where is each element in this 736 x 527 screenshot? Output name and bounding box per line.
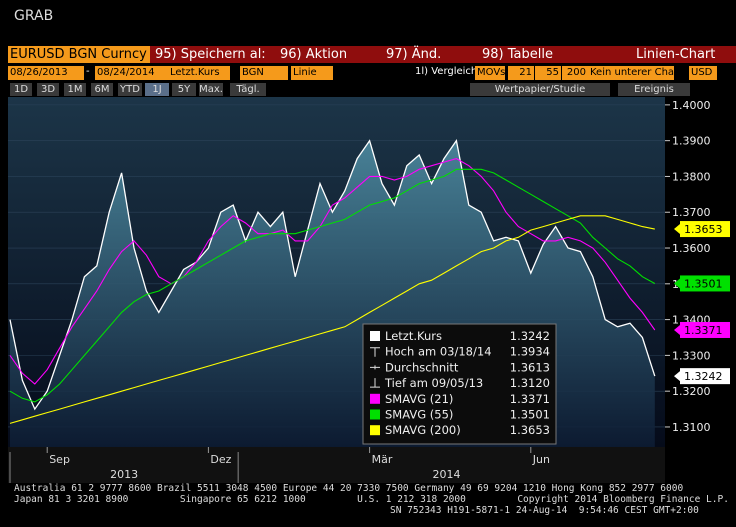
range-button[interactable]: YTD xyxy=(118,83,142,96)
x-tick-label: Mär xyxy=(372,453,393,466)
footer-line: Japan 81 3 3201 8900 Singapore 65 6212 1… xyxy=(14,494,729,505)
legend-icon xyxy=(370,378,380,388)
source[interactable]: BGN xyxy=(240,66,288,80)
legend-value: 1.3501 xyxy=(510,408,550,422)
legend: Letzt.Kurs 1.3242 Hoch am 03/18/14 1.3934 Du… xyxy=(362,323,557,445)
tag-pointer xyxy=(674,324,680,335)
legend-label: Durchschnitt xyxy=(385,360,459,374)
compare[interactable]: 1l) Vergleich xyxy=(415,66,478,77)
year-label: 2014 xyxy=(432,468,460,481)
range-button[interactable]: 1D xyxy=(10,83,32,96)
lower-chart[interactable]: Kein unterer Cha xyxy=(588,66,674,80)
range-button[interactable]: 3D xyxy=(37,83,59,96)
period[interactable]: 55 xyxy=(535,66,561,80)
legend-swatch xyxy=(370,393,380,404)
tag-pointer xyxy=(674,224,680,235)
legend-value: 1.3120 xyxy=(510,376,550,390)
year-label: 2013 xyxy=(110,468,138,481)
x-tick-label: Sep xyxy=(49,453,70,466)
legend-value: 1.3653 xyxy=(510,423,550,437)
security[interactable]: EURUSD BGN Curncy xyxy=(8,46,150,63)
range-button[interactable]: Max. xyxy=(199,83,223,96)
legend-swatch xyxy=(370,409,380,420)
range-button[interactable]: 6M xyxy=(91,83,113,96)
window-title: GRAB xyxy=(14,8,54,24)
tag-pointer xyxy=(674,371,680,382)
series-line xyxy=(9,158,656,385)
legend-label: Hoch am 03/18/14 xyxy=(385,345,492,359)
period[interactable]: 200 xyxy=(562,66,588,80)
x-tick-label: Dez xyxy=(210,453,231,466)
movs[interactable]: MOVs xyxy=(475,66,506,80)
style[interactable]: Linie xyxy=(291,66,333,80)
y-tick-label: 1.3600 xyxy=(672,242,711,255)
menu-item[interactable]: 97) Änd. xyxy=(386,47,442,62)
y-tick-label: 1.3700 xyxy=(672,206,711,219)
start-date[interactable]: 08/26/2013 xyxy=(8,66,84,80)
x-axis-band xyxy=(8,447,665,483)
last-value-label: 1.3653 xyxy=(684,223,723,236)
last-value-tag xyxy=(680,275,730,292)
range-button[interactable]: 1J xyxy=(145,83,169,96)
range-button[interactable]: 5Y xyxy=(172,83,196,96)
footer-line: SN 752343 H191-5871-1 24-Aug-14 9:54:46 … xyxy=(390,505,699,516)
chart-kind[interactable]: Linien-Chart xyxy=(636,47,716,62)
frequency[interactable]: Tägl. xyxy=(230,83,266,96)
legend-label: SMAVG (200) xyxy=(385,423,461,437)
y-tick-label: 1.3200 xyxy=(672,385,711,398)
last-value-label: 1.3242 xyxy=(684,370,723,383)
command-bar xyxy=(8,46,736,63)
y-tick-label: 1.3300 xyxy=(672,349,711,362)
legend-label: SMAVG (55) xyxy=(385,408,453,422)
legend-value: 1.3371 xyxy=(510,392,550,406)
events[interactable]: Ereignis xyxy=(618,83,690,96)
y-tick-label: 1.3100 xyxy=(672,421,711,434)
end-date[interactable]: 08/24/2014 xyxy=(95,66,169,80)
series-line xyxy=(9,139,656,411)
y-tick-label: 1.3800 xyxy=(672,170,711,183)
series-line xyxy=(9,215,655,424)
legend-label: Letzt.Kurs xyxy=(385,329,442,343)
legend-value: 1.3613 xyxy=(510,360,550,374)
tag-pointer xyxy=(674,278,680,289)
field[interactable]: Letzt.Kurs xyxy=(168,66,230,80)
last-value-tag xyxy=(680,321,730,338)
y-tick-label: 1.3900 xyxy=(672,135,711,148)
range-button[interactable]: 1M xyxy=(64,83,86,96)
last-value-tag xyxy=(680,221,730,238)
footer-line: Australia 61 2 9777 8600 Brazil 5511 304… xyxy=(14,483,684,494)
legend-swatch xyxy=(370,331,380,341)
last-value-label: 1.3371 xyxy=(684,324,723,337)
menu-item[interactable]: 98) Tabelle xyxy=(482,47,553,62)
currency[interactable]: USD xyxy=(689,66,717,80)
last-value-label: 1.3501 xyxy=(684,277,723,290)
legend-box xyxy=(362,323,557,445)
legend-icon xyxy=(370,365,380,370)
legend-value: 1.3242 xyxy=(510,329,550,343)
x-tick-label: Jun xyxy=(532,453,550,466)
menu-item[interactable]: 95) Speichern al: xyxy=(155,47,266,62)
legend-value: 1.3934 xyxy=(510,345,550,359)
chart: 1.40001.39001.38001.37001.36001.35001.34… xyxy=(8,97,730,483)
date-sep: - xyxy=(86,66,90,77)
last-value-tag xyxy=(680,368,730,385)
legend-label: Tief am 09/05/13 xyxy=(384,376,483,390)
legend-label: SMAVG (21) xyxy=(385,392,453,406)
period[interactable]: 21 xyxy=(508,66,534,80)
security-study[interactable]: Wertpapier/Studie xyxy=(470,83,610,96)
legend-icon xyxy=(370,347,380,357)
menu-item[interactable]: 96) Aktion xyxy=(280,47,348,62)
series-line xyxy=(9,168,656,403)
y-tick-label: 1.4000 xyxy=(672,99,711,112)
legend-swatch xyxy=(370,425,380,436)
